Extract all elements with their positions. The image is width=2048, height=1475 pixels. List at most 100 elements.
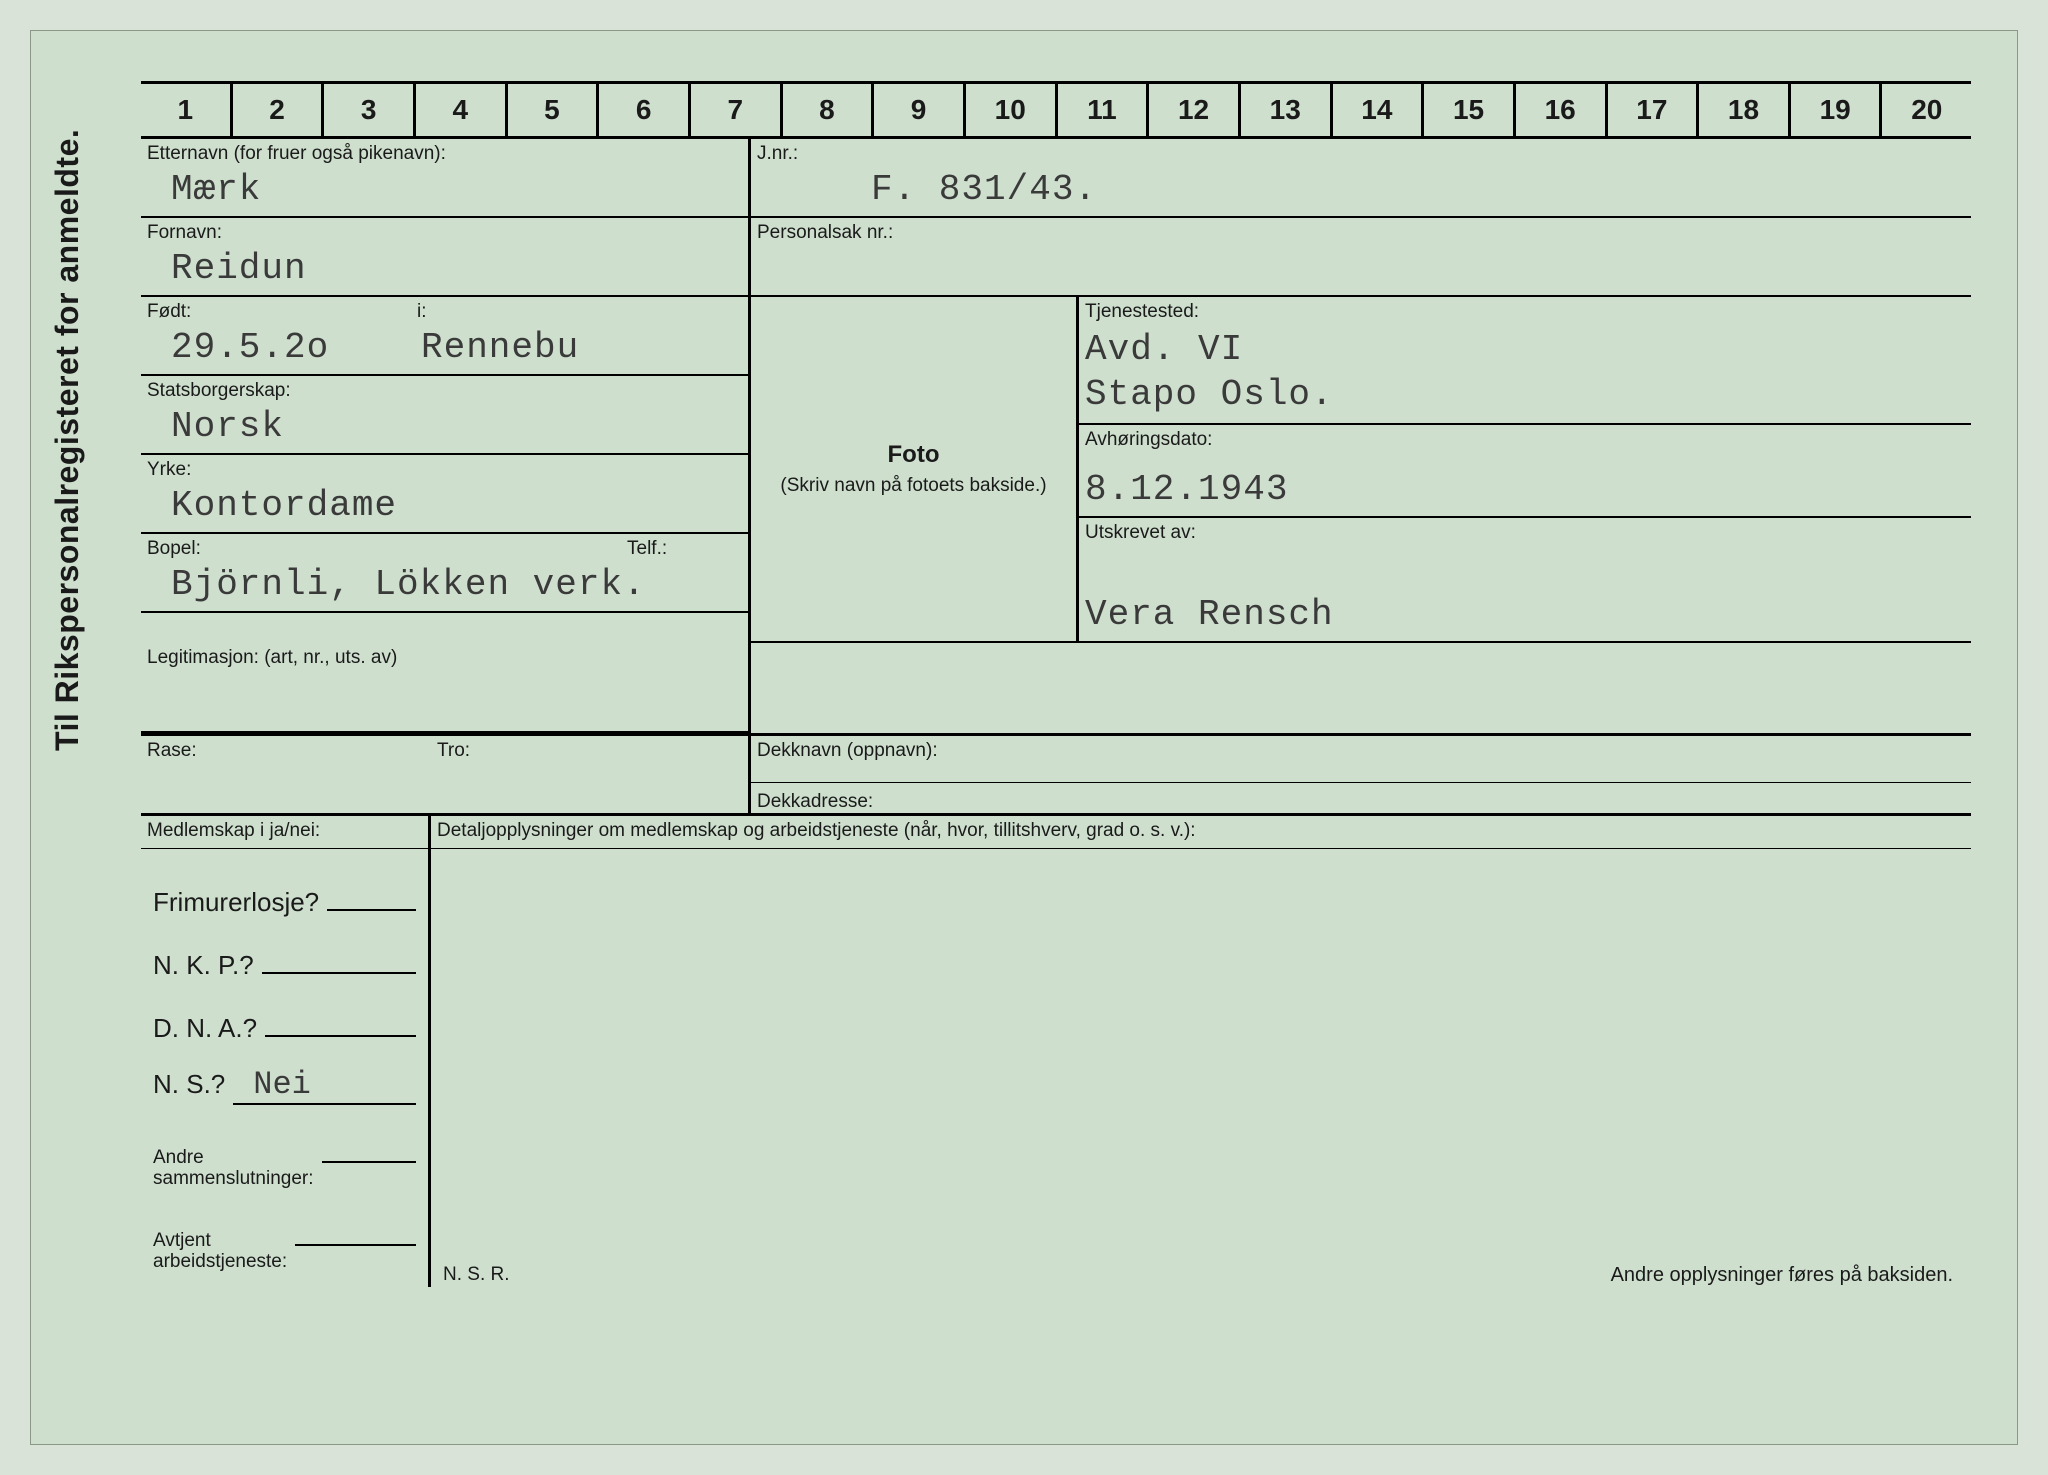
label-dekknavn: Dekknavn (oppnavn): xyxy=(751,736,1971,762)
field-avhoringsdato: Avhøringsdato: 8.12.1943 xyxy=(1079,425,1971,518)
ruler-cell: 7 xyxy=(691,84,783,136)
value-avtjent xyxy=(295,1212,416,1246)
label-tjenestested: Tjenestested: xyxy=(1079,297,1971,323)
form-grid: Etternavn (for fruer også pikenavn): Mær… xyxy=(141,139,1971,1287)
ruler-cell: 12 xyxy=(1149,84,1241,136)
field-utskrevet: Utskrevet av: Vera Rensch xyxy=(1079,518,1971,643)
value-tjenestested: Avd. VI Stapo Oslo. xyxy=(1079,323,1971,423)
value-etternavn: Mærk xyxy=(141,165,748,216)
label-foto-sub: (Skriv navn på fotoets bakside.) xyxy=(780,475,1046,497)
label-nkp: N. K. P.? xyxy=(153,950,254,981)
field-personalsak: Personalsak nr.: xyxy=(751,218,1971,297)
value-frimurer xyxy=(327,877,416,911)
label-legitimasjon: Legitimasjon: (art, nr., uts. av) xyxy=(141,643,748,669)
side-title: Til Rikspersonalregisteret for anmeldte. xyxy=(49,129,86,751)
value-rase xyxy=(141,762,431,806)
label-telf: Telf.: xyxy=(621,534,673,560)
label-avhoringsdato: Avhøringsdato: xyxy=(1079,425,1971,451)
foto-box: Foto (Skriv navn på fotoets bakside.) xyxy=(751,297,1079,643)
label-yrke: Yrke: xyxy=(141,455,748,481)
value-dna xyxy=(265,1003,416,1037)
form-content: 1 2 3 4 5 6 7 8 9 10 11 12 13 14 15 16 1… xyxy=(141,81,1971,1287)
field-jnr: J.nr.: F. 831/43. xyxy=(751,139,1971,218)
value-jnr: F. 831/43. xyxy=(751,165,1971,216)
membership-ns: N. S.? Nei xyxy=(153,1066,416,1105)
ruler-cell: 9 xyxy=(874,84,966,136)
label-i: i: xyxy=(411,297,748,323)
label-tro: Tro: xyxy=(431,736,748,762)
ruler-cell: 10 xyxy=(966,84,1058,136)
field-dekk: Dekknavn (oppnavn): Dekkadresse: xyxy=(751,736,1971,816)
ruler-cell: 18 xyxy=(1699,84,1791,136)
label-rase: Rase: xyxy=(141,736,431,762)
label-foto: Foto xyxy=(888,441,940,469)
label-medlemskap: Medlemskap i ja/nei: xyxy=(141,816,428,849)
value-fornavn: Reidun xyxy=(141,244,748,295)
label-nsr: N. S. R. xyxy=(431,1248,510,1287)
value-andre-samm xyxy=(322,1129,416,1163)
label-fornavn: Fornavn: xyxy=(141,218,748,244)
field-fodt-i: Født: 29.5.2o i: Rennebu xyxy=(141,297,748,376)
ruler-cell: 20 xyxy=(1882,84,1971,136)
ruler-cell: 2 xyxy=(233,84,325,136)
label-etternavn: Etternavn (for fruer også pikenavn): xyxy=(141,139,748,165)
ruler-cell: 14 xyxy=(1333,84,1425,136)
footer-note: Andre opplysninger føres på baksiden. xyxy=(510,1248,1971,1287)
form-card: Til Rikspersonalregisteret for anmeldte.… xyxy=(30,30,2018,1445)
label-dekkadresse: Dekkadresse: xyxy=(751,787,1971,813)
label-statsborgerskap: Statsborgerskap: xyxy=(141,376,748,402)
field-bopel: Bopel: Telf.: Björnli, Lökken verk. xyxy=(141,534,748,613)
field-fornavn: Fornavn: Reidun xyxy=(141,218,751,297)
label-ns: N. S.? xyxy=(153,1069,225,1100)
value-avhoringsdato: 8.12.1943 xyxy=(1079,451,1971,516)
label-andre-samm: Andre sammenslutninger: xyxy=(153,1148,314,1190)
label-detalj: Detaljopplysninger om medlemskap og arbe… xyxy=(431,816,1971,849)
ruler-cell: 13 xyxy=(1241,84,1333,136)
value-nkp xyxy=(262,940,416,974)
ruler-cell: 15 xyxy=(1424,84,1516,136)
membership-column: Medlemskap i ja/nei: Frimurerlosje? N. K… xyxy=(141,816,431,1287)
value-personalsak xyxy=(751,244,1971,288)
number-ruler: 1 2 3 4 5 6 7 8 9 10 11 12 13 14 15 16 1… xyxy=(141,81,1971,139)
ruler-cell: 6 xyxy=(599,84,691,136)
value-statsborgerskap: Norsk xyxy=(141,402,748,453)
value-utskrevet: Vera Rensch xyxy=(1079,544,1971,641)
label-fodt: Født: xyxy=(141,297,411,323)
field-legitimasjon: Legitimasjon: (art, nr., uts. av) xyxy=(141,643,751,733)
ruler-cell: 4 xyxy=(416,84,508,136)
ruler-cell: 8 xyxy=(783,84,875,136)
membership-andre: Andre sammenslutninger: xyxy=(153,1129,416,1190)
ruler-cell: 3 xyxy=(324,84,416,136)
label-avtjent: Avtjent arbeidstjeneste: xyxy=(153,1231,287,1273)
value-bopel: Björnli, Lökken verk. xyxy=(141,560,748,611)
label-utskrevet: Utskrevet av: xyxy=(1079,518,1971,544)
field-etternavn: Etternavn (for fruer også pikenavn): Mær… xyxy=(141,139,751,218)
value-tro xyxy=(431,762,748,806)
ruler-cell: 5 xyxy=(508,84,600,136)
ruler-cell: 16 xyxy=(1516,84,1608,136)
label-jnr: J.nr.: xyxy=(751,139,1971,165)
field-rase-tro: Rase: Tro: xyxy=(141,736,751,816)
value-legitimasjon xyxy=(141,669,748,713)
ruler-cell: 19 xyxy=(1791,84,1883,136)
label-personalsak: Personalsak nr.: xyxy=(751,218,1971,244)
field-statsborgerskap: Statsborgerskap: Norsk xyxy=(141,376,748,455)
details-column: Detaljopplysninger om medlemskap og arbe… xyxy=(431,816,1971,1287)
value-yrke: Kontordame xyxy=(141,481,748,532)
label-dna: D. N. A.? xyxy=(153,1013,257,1044)
blank-right xyxy=(751,643,1971,733)
membership-frimurer: Frimurerlosje? xyxy=(153,877,416,918)
label-frimurer: Frimurerlosje? xyxy=(153,887,319,918)
value-i: Rennebu xyxy=(411,323,748,374)
ruler-cell: 17 xyxy=(1608,84,1700,136)
membership-nkp: N. K. P.? xyxy=(153,940,416,981)
membership-avtjent: Avtjent arbeidstjeneste: xyxy=(153,1212,416,1273)
field-tjenestested: Tjenestested: Avd. VI Stapo Oslo. xyxy=(1079,297,1971,425)
label-bopel: Bopel: xyxy=(141,534,621,560)
value-ns: Nei xyxy=(233,1066,416,1105)
value-fodt: 29.5.2o xyxy=(141,323,411,374)
right-stack: Tjenestested: Avd. VI Stapo Oslo. Avhøri… xyxy=(1079,297,1971,643)
ruler-cell: 1 xyxy=(141,84,233,136)
left-stack: Født: 29.5.2o i: Rennebu Statsborgerskap… xyxy=(141,297,751,643)
ruler-cell: 11 xyxy=(1058,84,1150,136)
